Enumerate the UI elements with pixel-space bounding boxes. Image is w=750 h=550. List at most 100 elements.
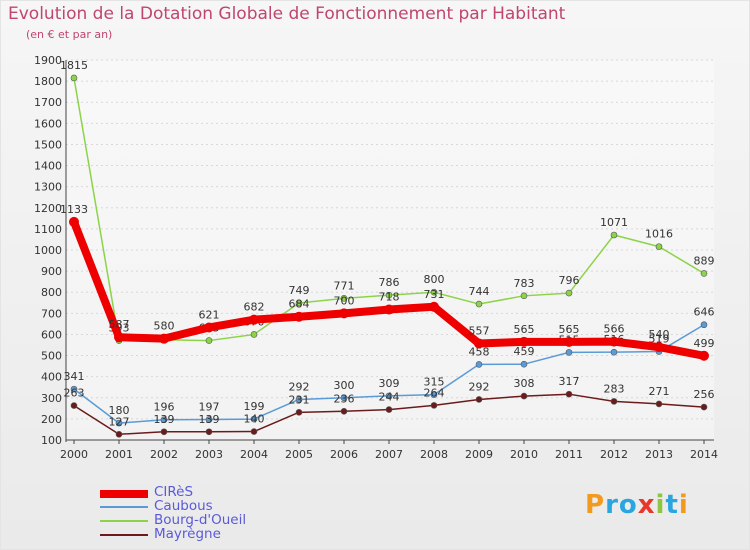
data-point-cires [609, 336, 619, 347]
y-tick-label: 1500 [34, 138, 62, 151]
data-label-mayregne: 139 [154, 413, 175, 426]
data-label-mayregne: 256 [694, 388, 715, 401]
data-point-bourg-d-oueil [520, 292, 528, 300]
data-label-mayregne: 244 [379, 391, 400, 404]
data-label-cires: 566 [604, 323, 625, 336]
x-tick-label: 2011 [555, 448, 583, 461]
data-label-bourg-d-oueil: 771 [334, 279, 355, 292]
data-point-mayregne [385, 406, 393, 413]
data-label-caubous: 309 [379, 377, 400, 390]
data-point-cires [114, 332, 124, 343]
legend-swatch-bourg-doueil [100, 520, 148, 522]
data-point-cires [699, 350, 709, 361]
y-tick-label: 1700 [34, 96, 62, 109]
legend-label-cires: CIRèS [154, 484, 194, 500]
data-point-caubous [295, 396, 303, 403]
data-label-mayregne: 283 [604, 382, 625, 395]
data-point-caubous [475, 361, 483, 368]
y-tick-label: 500 [41, 350, 62, 363]
x-tick-label: 2006 [330, 448, 358, 461]
x-tick-label: 2007 [375, 448, 403, 461]
data-point-bourg-d-oueil [700, 270, 708, 277]
data-point-cires [294, 311, 304, 322]
data-label-bourg-d-oueil: 796 [559, 274, 580, 287]
data-point-cires [339, 308, 349, 319]
data-point-bourg-d-oueil [340, 295, 348, 302]
data-point-bourg-d-oueil [205, 337, 213, 344]
data-point-caubous [160, 416, 168, 424]
data-point-mayregne [700, 403, 708, 411]
data-label-bourg-d-oueil: 786 [379, 276, 400, 289]
x-tick-label: 2001 [105, 448, 133, 461]
y-tick-label: 1200 [34, 202, 62, 215]
y-tick-label: 200 [41, 413, 62, 426]
x-tick-label: 2000 [60, 448, 88, 461]
data-label-mayregne: 263 [64, 387, 85, 400]
x-tick-label: 2005 [285, 448, 313, 461]
data-label-mayregne: 139 [199, 413, 220, 426]
data-label-caubous: 197 [199, 401, 220, 414]
data-label-mayregne: 236 [334, 392, 355, 405]
data-label-mayregne: 140 [244, 413, 265, 426]
data-label-bourg-d-oueil: 1815 [60, 59, 88, 72]
data-label-mayregne: 317 [559, 375, 580, 388]
data-label-mayregne: 308 [514, 377, 535, 390]
data-point-bourg-d-oueil [475, 300, 483, 308]
data-point-mayregne [655, 400, 663, 408]
data-label-bourg-d-oueil: 749 [289, 284, 310, 297]
data-point-cires [69, 216, 79, 227]
data-label-cires: 580 [154, 320, 175, 333]
x-tick-label: 2014 [690, 448, 718, 461]
chart-subtitle: (en € et par an) [26, 28, 113, 41]
data-point-caubous [700, 321, 708, 329]
data-label-bourg-d-oueil: 889 [694, 254, 715, 267]
data-label-caubous: 341 [64, 370, 85, 383]
data-point-cires [564, 336, 574, 347]
y-tick-label: 1800 [34, 75, 62, 88]
legend-swatch-cires [100, 490, 148, 498]
data-label-bourg-d-oueil: 1071 [600, 216, 628, 229]
data-label-cires: 557 [469, 325, 490, 338]
data-point-bourg-d-oueil [565, 289, 573, 297]
data-point-cires [429, 301, 439, 312]
data-point-cires [204, 322, 214, 333]
y-tick-label: 1100 [34, 223, 62, 236]
data-label-mayregne: 127 [109, 415, 130, 428]
x-tick-label: 2010 [510, 448, 538, 461]
data-point-caubous [565, 349, 573, 356]
data-point-caubous [70, 385, 78, 393]
data-label-caubous: 300 [334, 379, 355, 392]
data-point-mayregne [430, 402, 438, 409]
data-label-cires: 540 [649, 328, 670, 341]
legend-label-caubous: Caubous [154, 498, 213, 514]
data-label-caubous: 199 [244, 400, 265, 413]
y-tick-label: 800 [41, 286, 62, 299]
data-label-caubous: 292 [289, 380, 310, 393]
data-point-cires [519, 336, 529, 347]
data-label-cires: 565 [514, 323, 535, 336]
legend-label-mayregne: Mayrègne [154, 526, 221, 542]
data-label-cires: 587 [109, 318, 130, 331]
data-label-caubous: 459 [514, 345, 535, 358]
x-tick-label: 2002 [150, 448, 178, 461]
y-tick-label: 1400 [34, 160, 62, 173]
data-label-cires: 731 [424, 288, 445, 301]
y-tick-label: 900 [41, 265, 62, 278]
x-tick-label: 2003 [195, 448, 223, 461]
data-point-bourg-d-oueil [70, 74, 78, 82]
data-point-cires [249, 314, 259, 325]
legend-label-bourg-doueil: Bourg-d'Oueil [154, 512, 247, 528]
y-tick-label: 1300 [34, 181, 62, 194]
data-point-mayregne [565, 390, 573, 398]
data-point-caubous [385, 392, 393, 400]
data-point-caubous [610, 348, 618, 356]
data-point-caubous [430, 391, 438, 398]
chart-title: Evolution de la Dotation Globale de Fonc… [8, 4, 566, 24]
x-tick-label: 2012 [600, 448, 628, 461]
data-point-mayregne [340, 407, 348, 415]
data-point-bourg-d-oueil [295, 299, 303, 307]
data-point-caubous [205, 416, 213, 423]
y-tick-label: 600 [41, 328, 62, 341]
data-point-caubous [520, 360, 528, 368]
